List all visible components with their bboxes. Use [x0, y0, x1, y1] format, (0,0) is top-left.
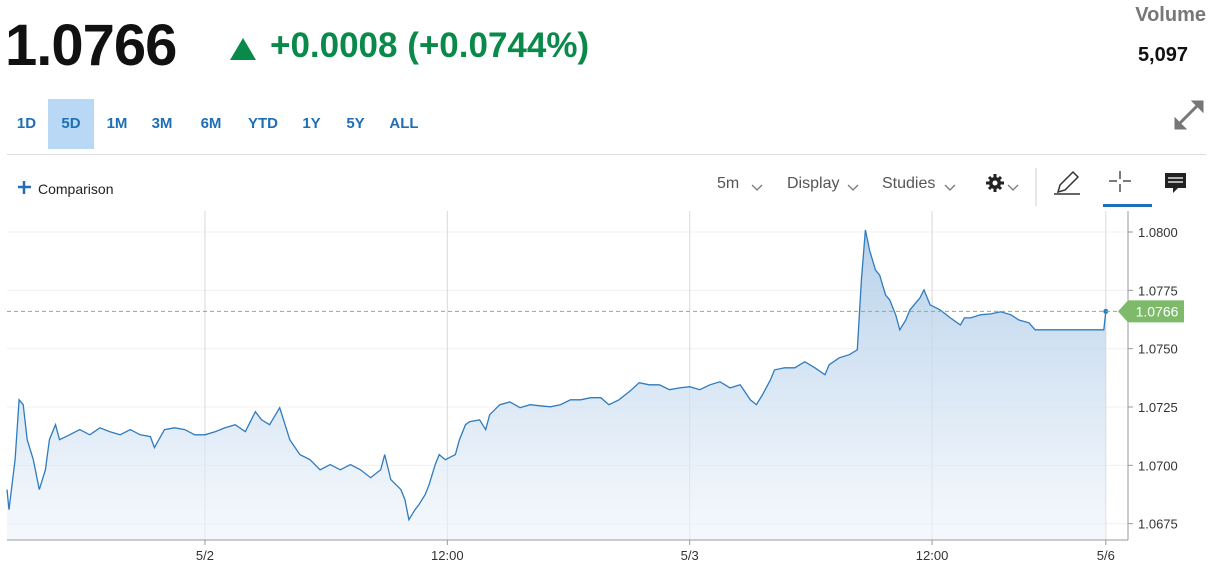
volume-value: 5,097 [1137, 44, 1188, 66]
price-line [6, 229, 1107, 522]
current-price-label: 1.0766 [1136, 303, 1179, 319]
range-button[interactable]: 3M [151, 115, 173, 132]
x-tick-label: 5/3 [681, 548, 699, 563]
range-button[interactable]: YTD [248, 115, 278, 132]
y-tick-label: 1.0725 [1138, 400, 1178, 415]
range-button[interactable]: 5D [48, 99, 94, 149]
y-tick-label: 1.0700 [1138, 458, 1178, 473]
y-tick-label: 1.0800 [1138, 225, 1178, 240]
x-tick-label: 5/2 [196, 548, 214, 563]
range-button[interactable]: 1M [106, 115, 128, 132]
last-point [1103, 308, 1109, 314]
y-tick-label: 1.0775 [1138, 283, 1178, 298]
y-tick-label: 1.0675 [1138, 517, 1178, 532]
divider [7, 154, 1206, 155]
x-tick-label: 12:00 [916, 548, 949, 563]
studies-button[interactable]: Studies [882, 175, 936, 192]
range-button[interactable]: 5Y [346, 115, 365, 132]
expand-button[interactable] [1172, 98, 1206, 132]
plus-icon [18, 181, 31, 194]
price-change: +0.0008 (+0.0744%) [270, 26, 590, 65]
last-price: 1.0766 [5, 13, 177, 78]
range-button[interactable]: 1D [16, 115, 37, 132]
range-button[interactable]: 6M [200, 115, 222, 132]
range-button[interactable]: 1Y [302, 115, 321, 132]
area-fill [7, 229, 1106, 540]
y-tick-label: 1.0750 [1138, 342, 1178, 357]
interval-button[interactable]: 5m [717, 175, 740, 192]
current-price-tag [1118, 300, 1184, 323]
up-arrow-icon [230, 38, 256, 60]
range-button[interactable]: ALL [389, 115, 419, 132]
comparison-button[interactable]: Comparison [38, 181, 114, 197]
volume-label: Volume [1135, 4, 1206, 26]
x-tick-label: 12:00 [431, 548, 464, 563]
display-button[interactable]: Display [787, 175, 840, 192]
x-tick-label: 5/6 [1097, 548, 1115, 563]
